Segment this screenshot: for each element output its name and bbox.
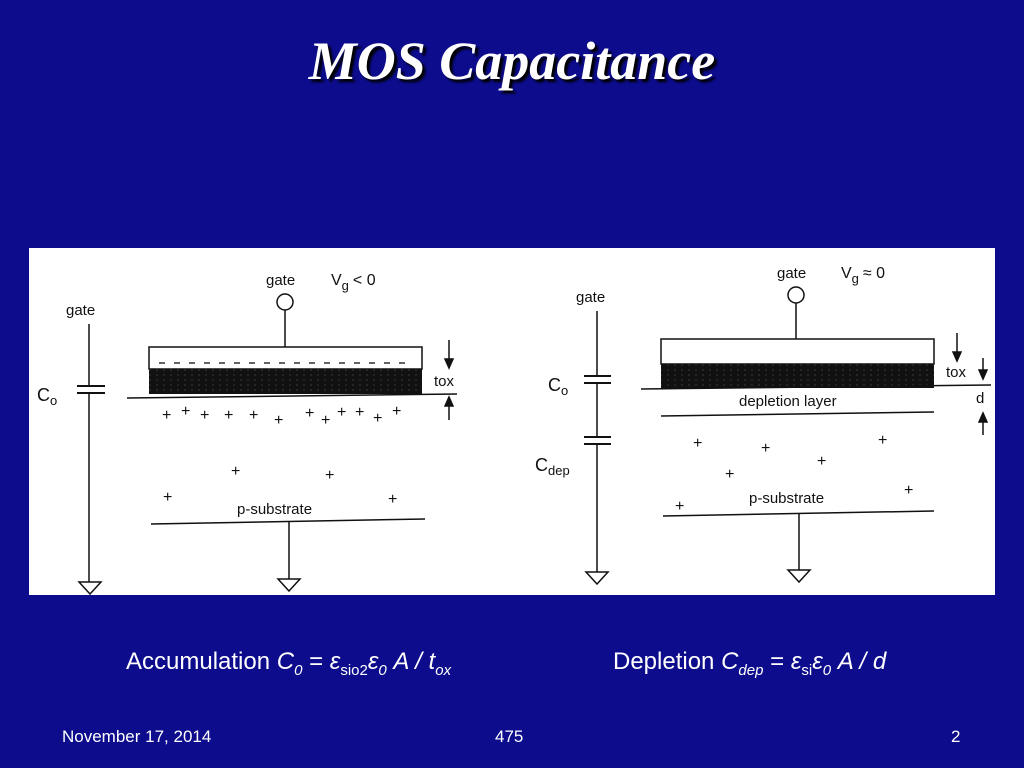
left-oxide-layer bbox=[149, 369, 422, 394]
accumulation-rest-sub: ox bbox=[435, 661, 452, 679]
right-gate-label: gate bbox=[777, 265, 806, 282]
accumulation-c: C bbox=[276, 648, 295, 675]
right-d-label: d bbox=[976, 390, 984, 407]
right-substrate-bottom bbox=[662, 510, 935, 517]
depletion-c-sub: dep bbox=[738, 661, 764, 679]
left-c0-label: Co bbox=[37, 385, 57, 408]
svg-text:+: + bbox=[325, 467, 334, 484]
right-tox-dimension bbox=[951, 333, 963, 363]
left-circuit-gate-label: gate bbox=[66, 302, 95, 319]
svg-text:+: + bbox=[388, 491, 397, 508]
accumulation-eq: = bbox=[302, 648, 330, 675]
left-vg-label: Vg < 0 bbox=[331, 272, 376, 293]
svg-text:+: + bbox=[305, 405, 314, 422]
svg-text:+: + bbox=[224, 407, 233, 424]
accumulation-eps2-sub: 0 bbox=[378, 661, 387, 679]
svg-text:+: + bbox=[321, 412, 330, 429]
svg-text:+: + bbox=[274, 412, 283, 429]
right-mos-structure: gate Vg ≈ 0 depletion layer tox d + + + +++… bbox=[640, 265, 992, 584]
right-cdep-label: Cdep bbox=[535, 455, 570, 478]
svg-text:+: + bbox=[675, 498, 684, 515]
depletion-eps1-sub: si bbox=[801, 661, 813, 679]
right-equivalent-circuit: gate Co Cdep bbox=[535, 289, 611, 586]
left-gate-terminal-icon bbox=[276, 293, 294, 311]
left-tox-dimension bbox=[443, 340, 455, 420]
depletion-eq: = bbox=[763, 648, 791, 675]
left-equivalent-circuit: gate Co bbox=[37, 302, 105, 595]
right-vg-label: Vg ≈ 0 bbox=[841, 265, 885, 286]
svg-text:+: + bbox=[337, 404, 346, 421]
slide-title: MOS Capacitance bbox=[308, 31, 716, 91]
right-c0-label: Co bbox=[548, 375, 568, 398]
right-d-dimension bbox=[977, 358, 989, 435]
right-ground-icon bbox=[786, 569, 812, 584]
right-gate-electrode bbox=[660, 338, 935, 365]
right-substrate-label: p-substrate bbox=[749, 490, 824, 507]
svg-text:+: + bbox=[817, 453, 826, 470]
depletion-c: C bbox=[721, 648, 739, 675]
left-mos-structure: gate Vg < 0 tox bbox=[126, 272, 458, 593]
svg-text:+: + bbox=[162, 407, 171, 424]
right-tox-label: tox bbox=[946, 364, 967, 381]
left-si-surface bbox=[126, 393, 458, 399]
right-circuit-ground-icon bbox=[584, 571, 610, 586]
accumulation-eps1: ε bbox=[329, 648, 341, 675]
depletion-eps1: ε bbox=[790, 648, 802, 675]
accumulation-eps2: ε bbox=[367, 648, 379, 675]
left-circuit-ground-icon bbox=[77, 581, 103, 595]
accumulation-eps1-sub: sio2 bbox=[340, 661, 368, 679]
mos-diagram-figure: gate Co gate Vg < 0 bbox=[29, 248, 995, 595]
left-gate-electrode bbox=[148, 346, 423, 370]
footer-page-number: 2 bbox=[951, 727, 961, 746]
svg-text:+: + bbox=[392, 403, 401, 420]
svg-text:+: + bbox=[904, 482, 913, 499]
mos-diagram-svg: gate Co gate Vg < 0 bbox=[37, 265, 992, 595]
right-depletion-label: depletion layer bbox=[739, 393, 837, 410]
left-tox-label: tox bbox=[434, 373, 455, 390]
right-si-surface bbox=[640, 384, 992, 390]
depletion-eps2: ε bbox=[812, 648, 823, 675]
accumulation-formula: Accumulation C0 = εsio2ε0 A / tox bbox=[126, 648, 451, 679]
accumulation-rest: A / t bbox=[386, 648, 436, 675]
svg-text:+: + bbox=[249, 407, 258, 424]
accumulation-label: Accumulation bbox=[126, 648, 277, 675]
depletion-formula: Depletion Cdep = εsiε0 A / d bbox=[613, 648, 886, 679]
left-ground-icon bbox=[276, 578, 302, 593]
svg-text:+: + bbox=[725, 466, 734, 483]
depletion-label: Depletion bbox=[613, 648, 722, 675]
svg-text:+: + bbox=[878, 432, 887, 449]
footer-date: November 17, 2014 bbox=[62, 727, 212, 746]
svg-text:+: + bbox=[231, 463, 240, 480]
svg-text:+: + bbox=[761, 440, 770, 457]
svg-text:+: + bbox=[355, 404, 364, 421]
left-substrate-bottom bbox=[150, 518, 426, 525]
left-holes: + + + + + + + + + + + + + + + + bbox=[162, 403, 401, 508]
right-circuit-gate-label: gate bbox=[576, 289, 605, 306]
depletion-rest: A / d bbox=[831, 648, 887, 675]
right-oxide-layer bbox=[661, 364, 934, 388]
depletion-eps2-sub: 0 bbox=[822, 661, 832, 679]
left-substrate-label: p-substrate bbox=[237, 501, 312, 518]
svg-text:+: + bbox=[163, 489, 172, 506]
right-depletion-edge bbox=[660, 411, 935, 417]
svg-text:+: + bbox=[181, 403, 190, 420]
svg-text:+: + bbox=[693, 435, 702, 452]
svg-text:+: + bbox=[200, 407, 209, 424]
right-holes: + + + + + + + bbox=[675, 432, 913, 515]
svg-text:+: + bbox=[373, 410, 382, 427]
left-gate-label: gate bbox=[266, 272, 295, 289]
accumulation-c-sub: 0 bbox=[294, 661, 303, 679]
footer-course: 475 bbox=[495, 727, 524, 746]
right-gate-terminal-icon bbox=[787, 286, 805, 304]
